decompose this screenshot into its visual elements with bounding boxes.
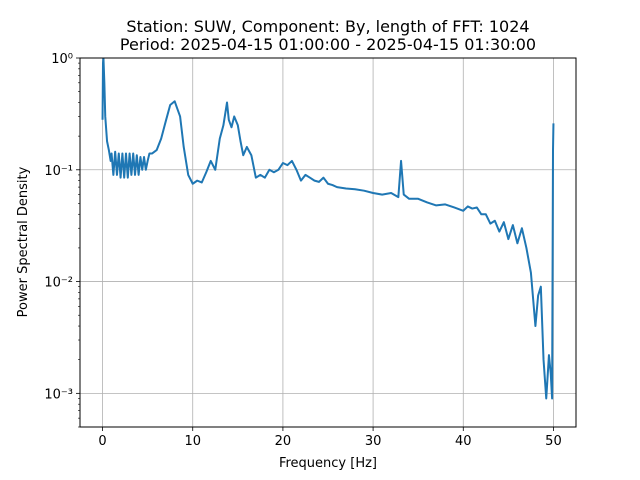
y-axis-label: Power Spectral Density [16,166,31,317]
chart-title-line2: Period: 2025-04-15 01:00:00 - 2025-04-15… [120,35,536,54]
plot-area [101,58,555,400]
y-tick-label: 10⁰ [51,52,73,67]
y-tick-label: 10⁻³ [44,387,73,402]
x-tick-label: 10 [184,434,201,449]
x-axis: 0 10 20 30 40 50 [98,427,562,449]
x-tick-label: 0 [98,434,106,449]
x-tick-label: 40 [455,434,472,449]
y-axis: 10⁻³ 10⁻² 10⁻¹ 10⁰ [44,52,80,428]
psd-series-line [101,58,555,400]
y-tick-label: 10⁻¹ [44,164,73,179]
grid [80,57,576,427]
plot-frame [79,57,577,428]
x-axis-label: Frequency [Hz] [279,456,377,471]
x-tick-label: 30 [365,434,382,449]
chart-title-line1: Station: SUW, Component: By, length of F… [126,17,529,36]
x-tick-label: 20 [275,434,292,449]
x-tick-label: 50 [545,434,562,449]
y-tick-label: 10⁻² [44,276,73,291]
